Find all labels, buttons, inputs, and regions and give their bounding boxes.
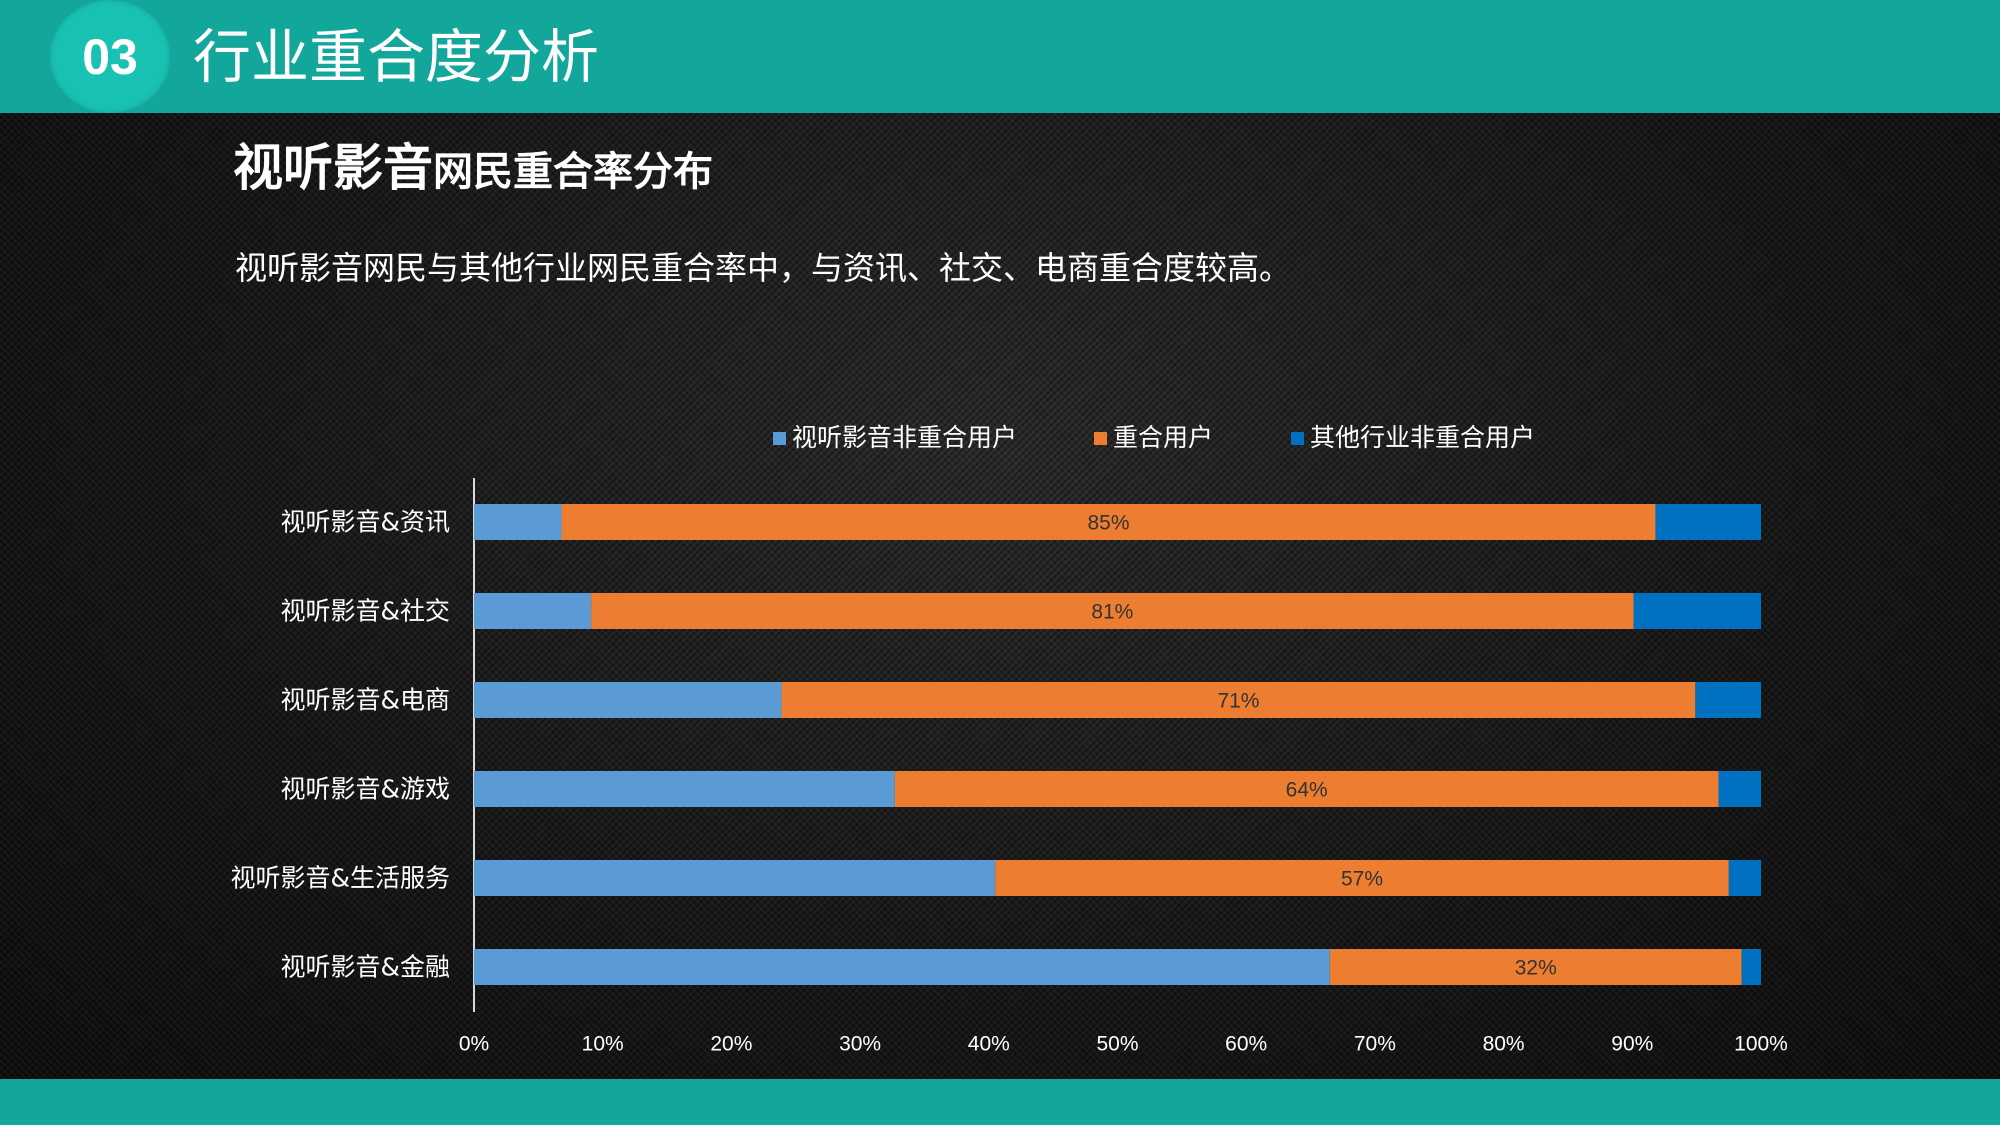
legend-item-overlap: 重合用户 — [1094, 420, 1213, 456]
category-label: 视听影音&资讯 — [281, 508, 451, 537]
x-tick-label: 0% — [459, 1033, 489, 1056]
category-label: 视听影音&生活服务 — [231, 864, 451, 893]
category-label: 视听影音&金融 — [281, 953, 451, 982]
legend-item-non-overlap-other: 其他行业非重合用户 — [1291, 420, 1535, 456]
bar-segment-series-1-row-2 — [781, 682, 1696, 718]
data-label: 64% — [1286, 779, 1328, 802]
legend-swatch-non-overlap-other — [1291, 431, 1304, 445]
bar-segment-series-2-row-0 — [1655, 504, 1761, 540]
bar-segment-series-2-row-4 — [1728, 860, 1761, 896]
x-tick-label: 90% — [1611, 1033, 1653, 1056]
legend-swatch-non-overlap-audio — [773, 431, 786, 445]
footer-bar — [0, 1079, 2000, 1125]
bar-segment-series-1-row-5 — [1329, 949, 1742, 985]
category-label: 视听影音&游戏 — [281, 775, 451, 804]
bar-segment-series-2-row-2 — [1695, 682, 1761, 718]
category-label: 视听影音&社交 — [281, 597, 451, 626]
legend-swatch-overlap — [1094, 431, 1107, 445]
legend-item-non-overlap-audio: 视听影音非重合用户 — [773, 420, 1017, 456]
bar-segment-series-0-row-2 — [474, 682, 782, 718]
bar-segment-series-0-row-1 — [474, 593, 592, 629]
bar-segment-series-2-row-3 — [1718, 771, 1761, 807]
x-tick-label: 40% — [968, 1033, 1010, 1056]
bar-segment-series-1-row-4 — [995, 860, 1729, 896]
bar-segment-series-0-row-4 — [474, 860, 996, 896]
bar-segment-series-0-row-0 — [474, 504, 562, 540]
x-tick-label: 20% — [710, 1033, 752, 1056]
legend-label-overlap: 重合用户 — [1113, 423, 1214, 452]
section-number-badge: 03 — [50, 0, 170, 113]
data-label: 81% — [1091, 601, 1133, 624]
chart-title-main: 视听影音 — [233, 139, 433, 197]
bar-segment-series-0-row-5 — [474, 949, 1330, 985]
header-bar — [0, 0, 2000, 113]
x-tick-label: 100% — [1734, 1033, 1788, 1056]
data-label: 71% — [1217, 690, 1259, 713]
bar-segment-series-1-row-3 — [894, 771, 1719, 807]
category-label: 视听影音&电商 — [281, 686, 451, 715]
x-tick-label: 70% — [1354, 1033, 1396, 1056]
chart-title-suffix: 网民重合率分布 — [433, 149, 713, 195]
data-label: 57% — [1341, 868, 1383, 891]
data-label: 85% — [1087, 512, 1129, 535]
x-tick-label: 80% — [1483, 1033, 1525, 1056]
bar-segment-series-1-row-1 — [591, 593, 1634, 629]
bar-segment-series-0-row-3 — [474, 771, 895, 807]
bar-segment-series-2-row-1 — [1633, 593, 1761, 629]
legend-label-non-overlap-audio: 视听影音非重合用户 — [792, 423, 1018, 452]
bar-segment-series-2-row-5 — [1741, 949, 1761, 985]
chart-title: 视听影音网民重合率分布 — [233, 128, 713, 200]
chart-subtitle: 视听影音网民与其他行业网民重合率中，与资讯、社交、电商重合度较高。 — [235, 249, 1292, 287]
x-tick-label: 30% — [839, 1033, 881, 1056]
x-tick-label: 10% — [582, 1033, 624, 1056]
legend-label-non-overlap-other: 其他行业非重合用户 — [1310, 423, 1536, 452]
bar-segment-series-1-row-0 — [561, 504, 1656, 540]
x-tick-label: 50% — [1096, 1033, 1138, 1056]
x-tick-label: 60% — [1225, 1033, 1267, 1056]
data-label: 32% — [1515, 957, 1557, 980]
chart-legend: 视听影音非重合用户 重合用户 其他行业非重合用户 — [0, 420, 2000, 456]
section-title: 行业重合度分析 — [193, 23, 600, 91]
